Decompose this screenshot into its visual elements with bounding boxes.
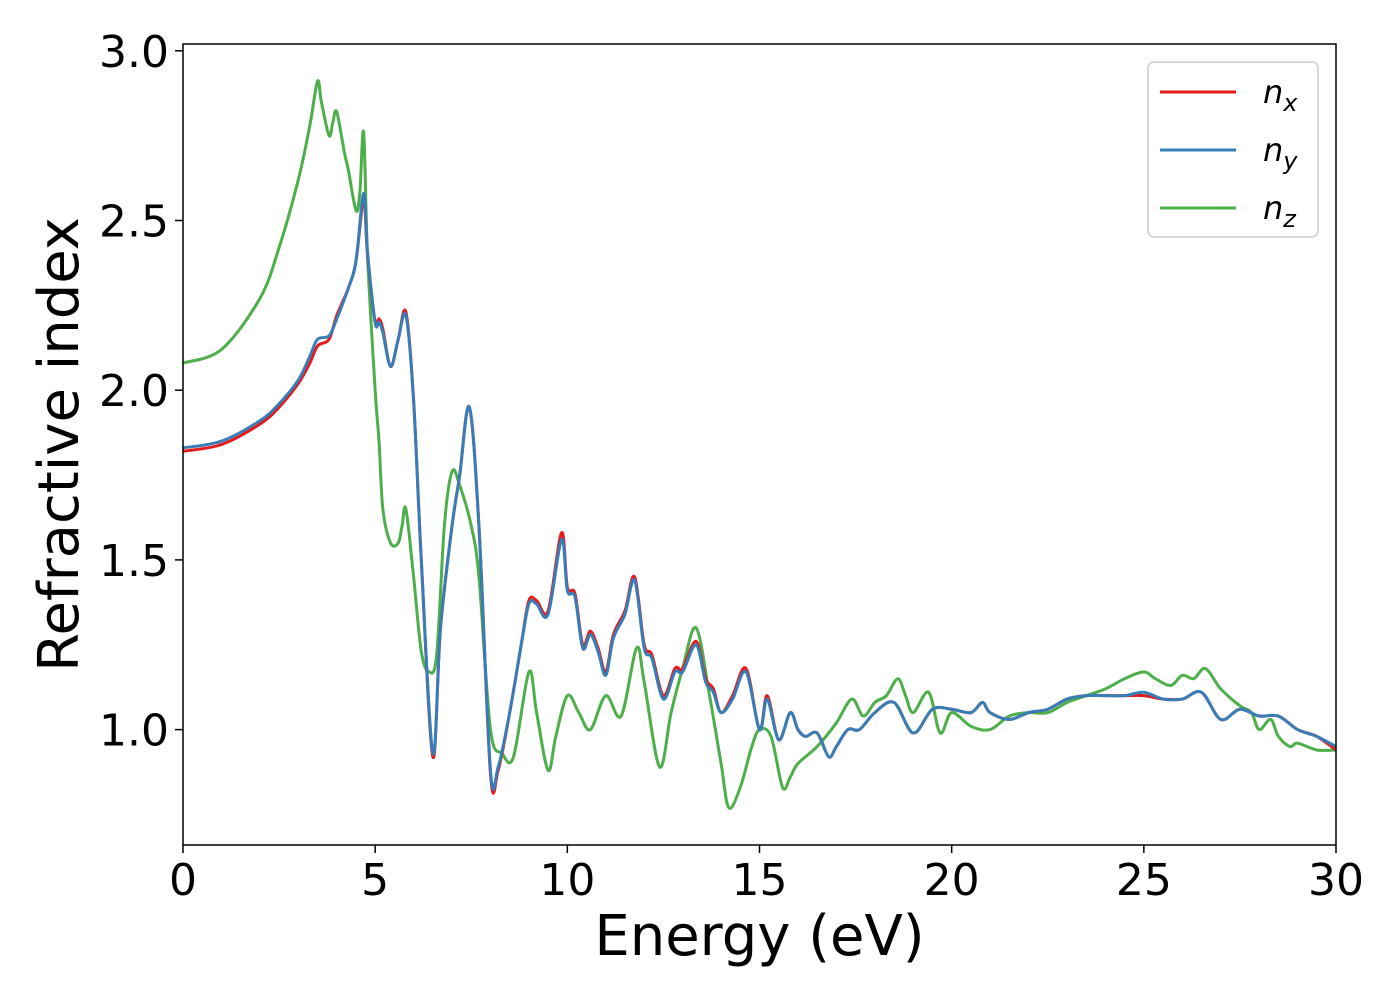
legend-label: nz: [1263, 189, 1297, 233]
x-tick-label: 25: [1116, 855, 1172, 906]
y-tick-label: 2.0: [99, 366, 169, 417]
y-tick-label: 1.5: [99, 536, 169, 587]
x-tick-label: 10: [539, 855, 595, 906]
legend-label: ny: [1263, 131, 1298, 175]
series-lines: [183, 79, 1336, 810]
legend: nx ny nz: [1147, 61, 1319, 238]
series-line-n-y: [183, 191, 1336, 791]
x-tick-label: 30: [1308, 855, 1364, 906]
axis-ticks: 0 5 10 15 20 25 30 1.0 1.5 2.0 2.5 3.0: [99, 27, 1364, 906]
x-tick-label: 20: [924, 855, 980, 906]
x-tick-label: 5: [361, 855, 389, 906]
y-tick-label: 2.5: [99, 196, 169, 247]
y-tick-label: 1.0: [99, 706, 169, 757]
x-tick-label: 15: [732, 855, 788, 906]
x-tick-label: 0: [169, 855, 197, 906]
series-line-n-x: [183, 198, 1336, 795]
legend-label: nx: [1263, 73, 1298, 117]
x-axis-label: Energy (eV): [594, 904, 924, 969]
y-axis-label: Refractive index: [27, 217, 92, 672]
y-tick-label: 3.0: [99, 27, 169, 78]
